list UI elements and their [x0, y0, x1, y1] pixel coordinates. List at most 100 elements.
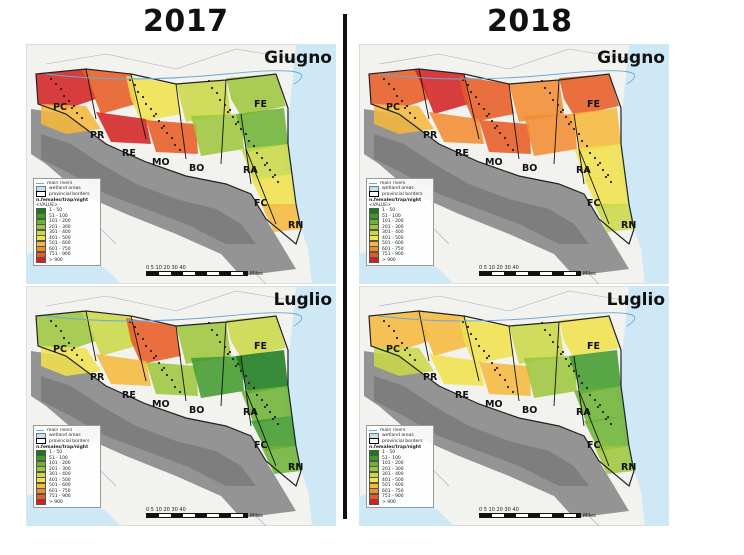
border-legend-icon — [36, 191, 46, 198]
province-label-mo: MO — [152, 157, 170, 168]
legend-borders: provincial borders — [382, 438, 423, 444]
year-label-2017: 2017 — [143, 4, 229, 39]
legend-class-label: 501 - 600 — [382, 483, 404, 489]
legend-class-label: 51 - 100 — [49, 213, 68, 219]
legend-class-label: 751 - 900 — [382, 494, 404, 500]
map-2017-july: PC PR RE MO BO FE RA FC RN Luglio main rivers wetla… — [26, 286, 336, 526]
map-legend: main rivers wetland areas provincial borde… — [366, 424, 434, 508]
province-label-pr: PR — [90, 130, 105, 141]
border-legend-icon — [369, 191, 379, 198]
province-label-ra: RA — [243, 407, 258, 418]
legend-class-label: 201 - 300 — [382, 466, 404, 472]
scale-graphic — [479, 271, 581, 276]
legend-class-label: 601 - 750 — [49, 488, 71, 494]
scale-graphic — [479, 513, 581, 518]
scale-unit: Miles — [583, 513, 596, 519]
legend-class-label: 401 - 500 — [382, 477, 404, 483]
province-label-mo: MO — [152, 399, 170, 410]
province-label-fe: FE — [254, 341, 267, 352]
province-label-pc: PC — [53, 344, 67, 355]
scale-unit: Miles — [250, 271, 263, 277]
legend-borders: provincial borders — [49, 191, 90, 197]
legend-class-label: 601 - 750 — [382, 488, 404, 494]
center-divider — [343, 14, 347, 519]
legend-class-label: > 900 — [382, 257, 396, 263]
legend-class-label: 51 - 100 — [49, 455, 68, 461]
province-label-re: RE — [122, 148, 136, 159]
legend-title: n.females/trap/night — [36, 198, 89, 203]
legend-class-label: 751 - 900 — [49, 252, 71, 258]
legend-class-label: 201 - 300 — [382, 224, 404, 230]
legend-rivers: main rivers — [380, 427, 406, 433]
legend-title: n.females/trap/night — [36, 445, 89, 450]
legend-class-label: 401 - 500 — [49, 477, 71, 483]
scale-unit: Miles — [583, 271, 596, 277]
legend-class-label: 501 - 600 — [382, 241, 404, 247]
province-label-ra: RA — [576, 165, 591, 176]
map-2018-june: PC PR RE MO BO FE RA FC RN Giugno main rivers wetla… — [359, 44, 669, 284]
legend-title: n.females/trap/night — [369, 445, 422, 450]
province-label-re: RE — [455, 148, 469, 159]
border-legend-icon — [369, 438, 379, 445]
map-legend: main rivers wetland areas provincial borde… — [33, 424, 101, 508]
legend-value-label: <VALUE> — [36, 203, 58, 208]
river-legend-icon — [36, 429, 44, 431]
province-label-pc: PC — [53, 102, 67, 113]
legend-title: n.females/trap/night — [369, 198, 422, 203]
legend-class-label: 601 - 750 — [382, 246, 404, 252]
province-label-rn: RN — [621, 462, 637, 473]
month-label: Luglio — [606, 290, 665, 310]
legend-swatch — [36, 257, 46, 264]
legend-class-label: 1 - 50 — [382, 208, 396, 214]
legend-wetland: wetland areas — [49, 433, 81, 439]
province-label-rn: RN — [288, 220, 304, 231]
legend-class-label: 301 - 400 — [49, 230, 71, 236]
province-label-fc: FC — [587, 440, 601, 451]
legend-borders: provincial borders — [382, 191, 423, 197]
province-label-ra: RA — [576, 407, 591, 418]
legend-value-label: <VALUE> — [369, 203, 391, 208]
legend-class-label: 301 - 400 — [49, 472, 71, 478]
map-canvas — [26, 286, 336, 526]
province-label-rn: RN — [621, 220, 637, 231]
legend-class-label: 101 - 200 — [49, 219, 71, 225]
province-label-pc: PC — [386, 102, 400, 113]
legend-class-label: 1 - 50 — [382, 450, 396, 456]
month-label: Giugno — [597, 48, 665, 68]
province-label-fc: FC — [587, 198, 601, 209]
legend-class-label: > 900 — [382, 499, 396, 505]
legend-swatch — [36, 499, 46, 506]
province-label-bo: BO — [189, 163, 205, 174]
province-label-pr: PR — [423, 372, 438, 383]
map-canvas — [26, 44, 336, 284]
legend-wetland: wetland areas — [49, 186, 81, 192]
legend-class-label: 201 - 300 — [49, 466, 71, 472]
scale-unit: Miles — [250, 513, 263, 519]
legend-class-label: 1 - 50 — [49, 450, 63, 456]
province-label-fc: FC — [254, 198, 268, 209]
legend-class-label: 201 - 300 — [49, 224, 71, 230]
scale-bar: 0 5 10 20 30 40 Miles — [146, 265, 263, 277]
province-label-ra: RA — [243, 165, 258, 176]
year-label-2018: 2018 — [487, 4, 573, 39]
province-label-mo: MO — [485, 399, 503, 410]
legend-class-label: 1 - 50 — [49, 208, 63, 214]
scale-ticks: 0 5 10 20 30 40 — [479, 507, 519, 513]
legend-class-label: 101 - 200 — [382, 219, 404, 225]
scale-ticks: 0 5 10 20 30 40 — [479, 265, 519, 271]
legend-swatch — [369, 499, 379, 506]
legend-class-label: 51 - 100 — [382, 213, 401, 219]
province-label-rn: RN — [288, 462, 304, 473]
legend-rivers: main rivers — [380, 180, 406, 186]
legend-class-label: 601 - 750 — [49, 246, 71, 252]
map-canvas — [359, 44, 669, 284]
border-legend-icon — [36, 438, 46, 445]
province-label-bo: BO — [189, 405, 205, 416]
legend-rivers: main rivers — [47, 180, 73, 186]
river-legend-icon — [36, 182, 44, 184]
province-label-bo: BO — [522, 405, 538, 416]
map-legend: main rivers wetland areas provincial borde… — [33, 177, 101, 266]
province-label-fe: FE — [587, 341, 600, 352]
map-2017-june: PC PR RE MO BO FE RA FC RN Giugno main rivers wetla… — [26, 44, 336, 284]
province-label-fe: FE — [254, 99, 267, 110]
